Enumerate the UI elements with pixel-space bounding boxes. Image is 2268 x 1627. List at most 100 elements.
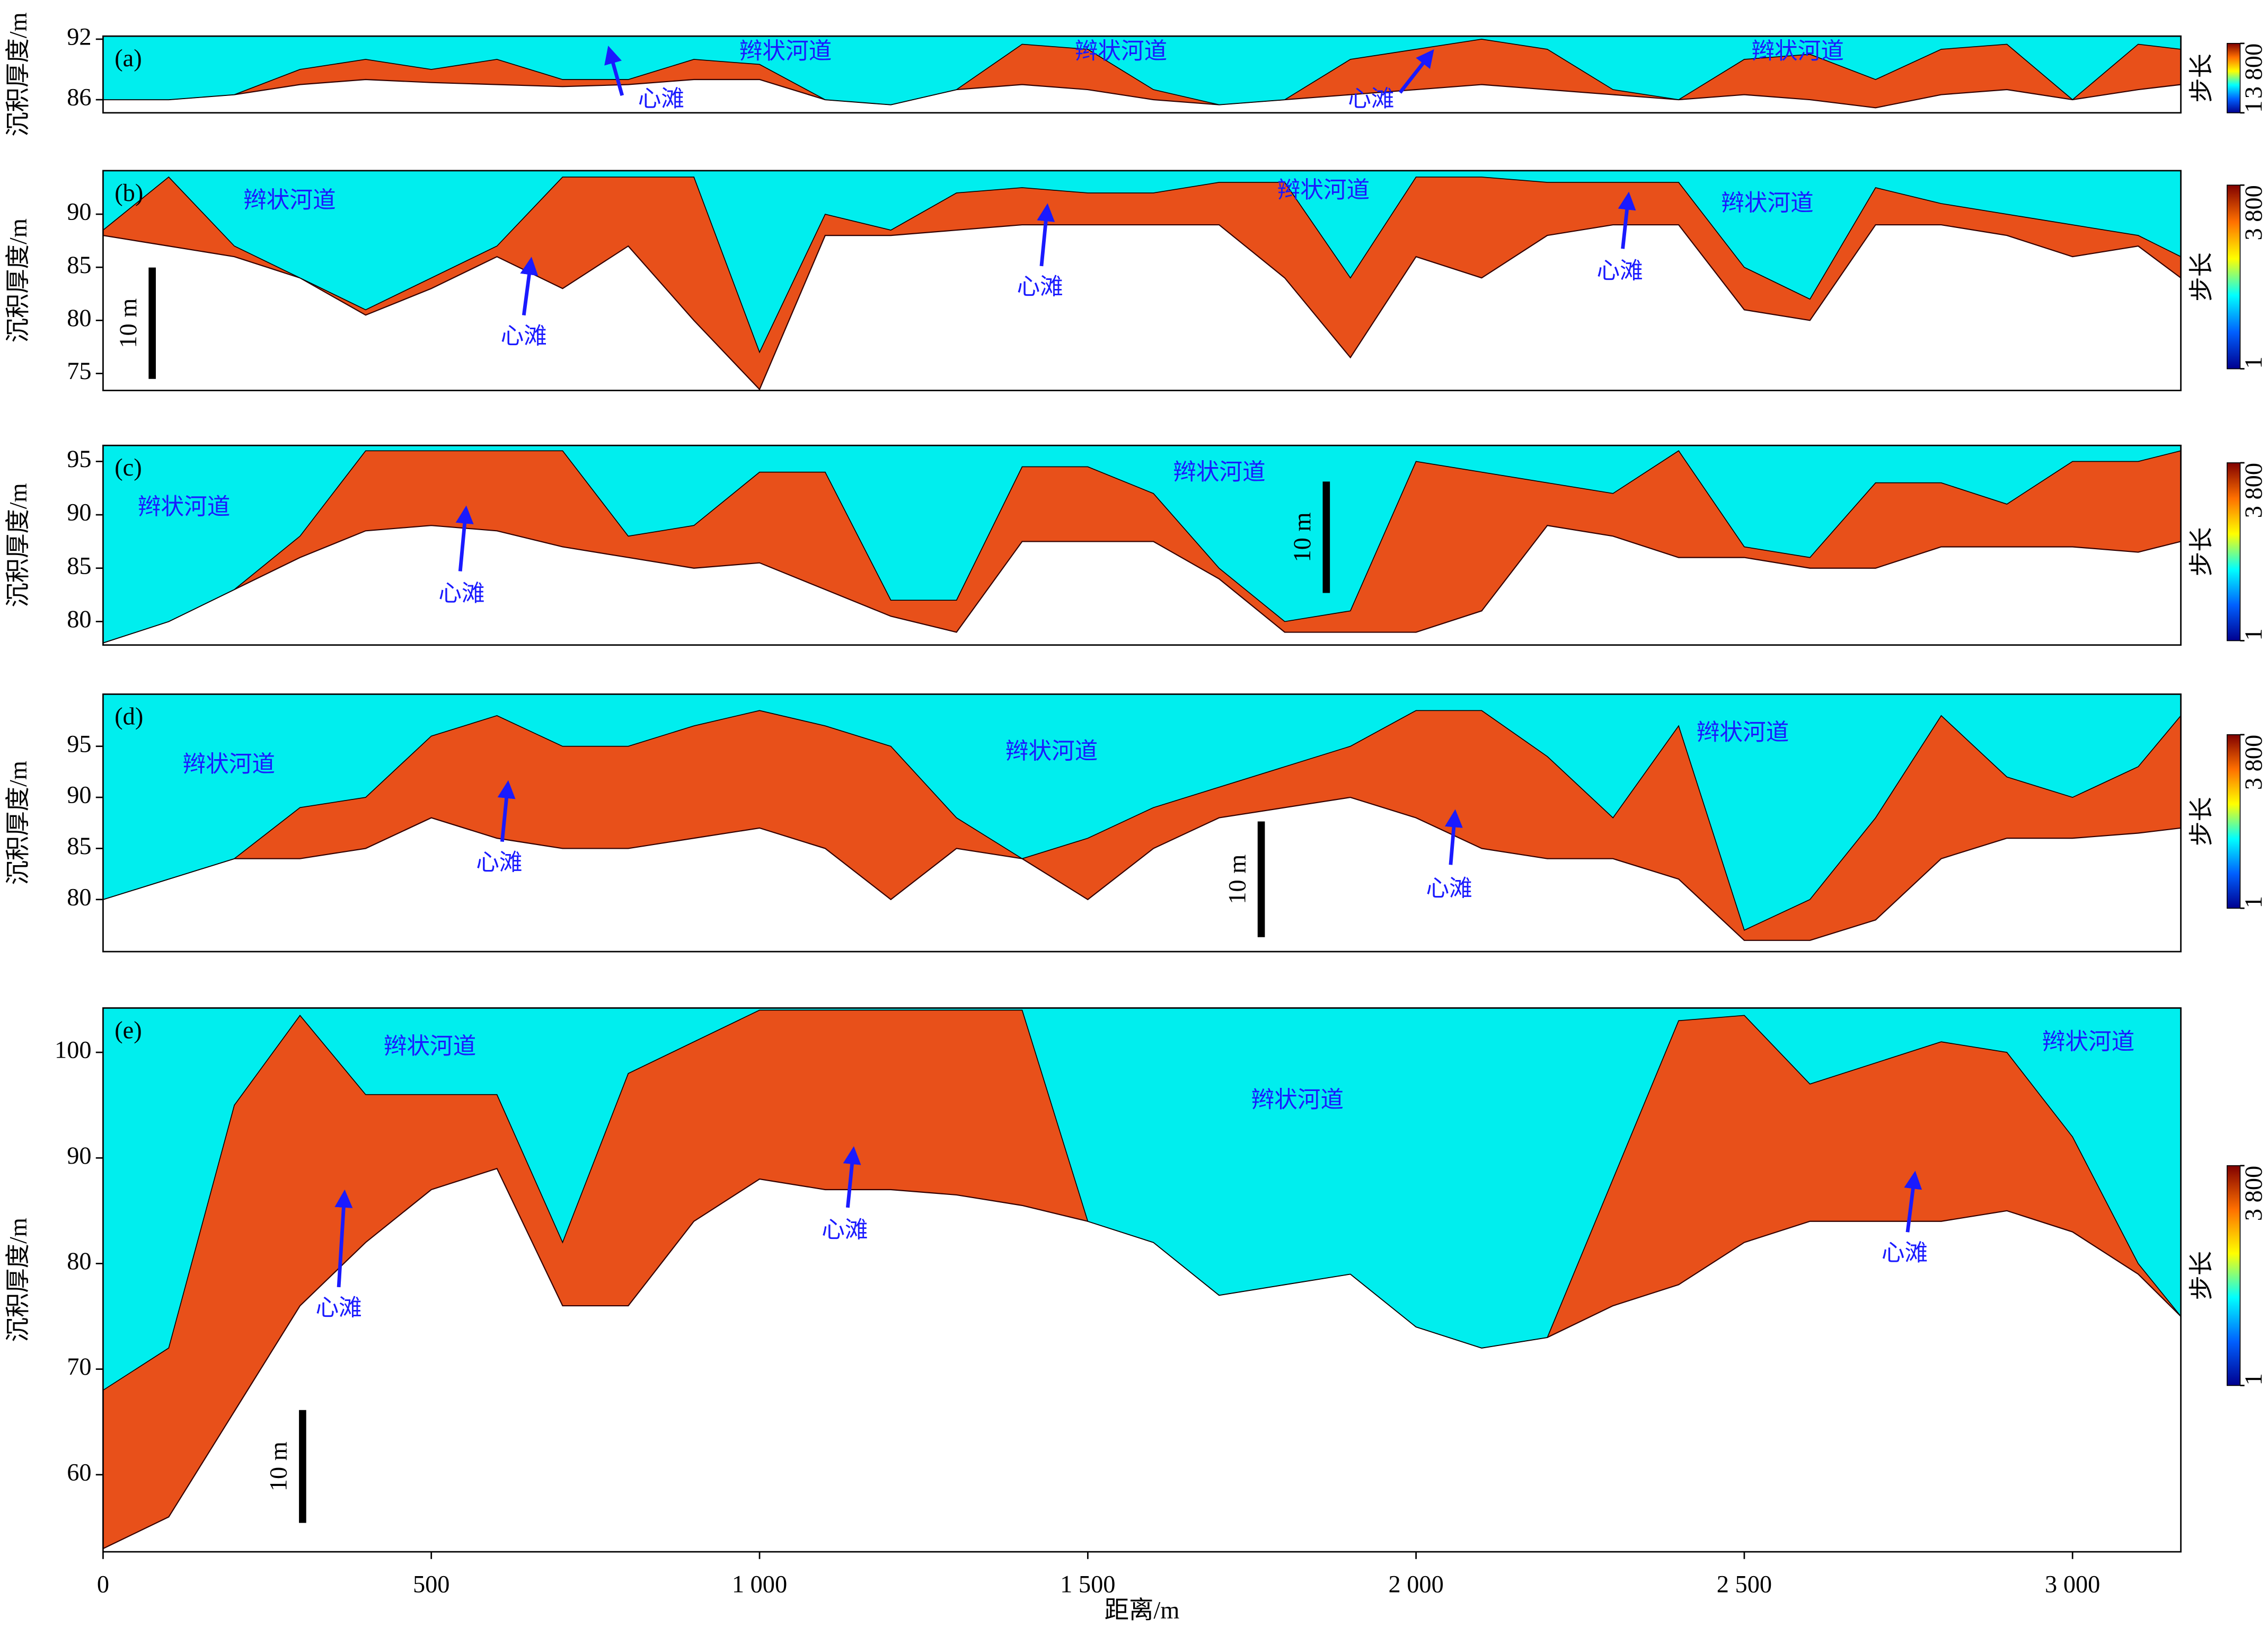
annotation: 辫状河道: [1005, 738, 1098, 764]
x-tick-label: 1 000: [732, 1571, 787, 1598]
panel-label: (b): [114, 180, 143, 207]
annotation-arrow: [1618, 191, 1636, 249]
colorbar-tick-label: 1: [2240, 896, 2267, 908]
channel-area: [103, 694, 2181, 931]
x-tick-label: 2 500: [1717, 1571, 1772, 1598]
annotation: 心滩: [1596, 259, 1643, 284]
plot-area: [103, 1008, 2181, 1552]
panel-label: (d): [114, 703, 143, 730]
channel-area: [103, 36, 2181, 105]
y-tick-label: 85: [67, 833, 91, 860]
colorbar-label: 步长: [2188, 252, 2216, 302]
channel-area: [103, 1008, 2181, 1391]
plot-frame: [102, 1007, 2182, 1553]
colorbar-tick-label: 3 800: [2240, 43, 2267, 99]
y-axis-label: 沉积厚度/m: [5, 12, 32, 136]
colorbar-label: 步长: [2188, 797, 2216, 846]
y-tick-label: 95: [67, 731, 91, 758]
plot-frame: [102, 693, 2182, 953]
annotation-arrow: [1398, 49, 1434, 94]
deposit-area: [103, 694, 2181, 941]
y-axis-label: 沉积厚度/m: [5, 483, 32, 607]
annotation: 心滩: [438, 581, 484, 606]
colorbar-tick-label: 3 800: [2240, 735, 2267, 790]
x-tick-label: 3 000: [2045, 1571, 2100, 1598]
x-axis-label: 距离/m: [1105, 1597, 1180, 1624]
annotation: 心滩: [638, 86, 684, 112]
annotation: 心滩: [822, 1217, 868, 1243]
y-tick-label: 80: [67, 884, 91, 911]
y-tick-label: 80: [67, 1248, 91, 1275]
colorbar-tick-label: 1: [2240, 628, 2267, 640]
annotation: 辫状河道: [1173, 460, 1266, 485]
scale-bar-label: 10 m: [1224, 855, 1251, 904]
y-tick-label: 90: [67, 199, 91, 226]
deposit-area: [103, 170, 2181, 391]
scale-bar-label: 10 m: [266, 1441, 293, 1491]
plot-area: [103, 36, 2181, 113]
y-tick-label: 60: [67, 1459, 91, 1486]
annotation: 心滩: [501, 323, 547, 349]
y-tick-label: 90: [67, 782, 91, 809]
panel-label: (c): [114, 454, 142, 481]
y-axis-label: 沉积厚度/m: [5, 761, 32, 885]
y-tick-label: 85: [67, 552, 91, 579]
y-tick-label: 92: [67, 24, 91, 51]
annotation: 心滩: [1017, 275, 1063, 300]
annotation: 辫状河道: [1251, 1087, 1344, 1113]
colorbar-label: 步长: [2188, 1251, 2216, 1300]
annotation-arrow: [604, 46, 624, 96]
annotation: 辫状河道: [138, 494, 231, 520]
plot-area: [103, 445, 2181, 645]
colorbar-tick-label: 3 800: [2240, 185, 2267, 240]
colorbar-label: 步长: [2188, 54, 2216, 103]
x-tick-label: 1 500: [1060, 1571, 1115, 1598]
colorbar-tick-label: 1: [2240, 356, 2267, 368]
annotation: 心滩: [1348, 86, 1394, 112]
colorbar: [2227, 462, 2241, 641]
annotation: 辫状河道: [384, 1034, 476, 1059]
y-tick-label: 70: [67, 1353, 91, 1380]
channel-area: [103, 445, 2181, 644]
annotation: 辫状河道: [2042, 1030, 2135, 1055]
plot-area: [103, 694, 2181, 952]
panel-label: (a): [114, 45, 142, 72]
colorbar-tick-label: 3 800: [2240, 463, 2267, 518]
scale-bar-label: 10 m: [1289, 512, 1316, 562]
y-tick-label: 90: [67, 499, 91, 526]
annotation: 辫状河道: [1751, 39, 1844, 64]
channel-area: [103, 170, 2181, 354]
annotation: 辫状河道: [1277, 178, 1370, 203]
annotation: 辫状河道: [1721, 190, 1814, 216]
y-tick-label: 100: [55, 1037, 92, 1064]
x-tick-label: 2 000: [1388, 1571, 1443, 1598]
colorbar: [2227, 1165, 2241, 1386]
panel-label: (e): [114, 1017, 142, 1044]
scale-bar-label: 10 m: [115, 298, 142, 348]
annotation: 辫状河道: [739, 39, 832, 64]
x-tick-label: 0: [97, 1571, 109, 1598]
annotation: 心滩: [476, 850, 522, 875]
colorbar-tick-label: 1: [2240, 101, 2267, 113]
y-tick-label: 95: [67, 446, 91, 473]
annotation-arrow: [1444, 809, 1463, 865]
colorbar-label: 步长: [2188, 527, 2216, 576]
plot-frame: [102, 35, 2182, 114]
annotation-arrow: [1037, 203, 1055, 267]
y-tick-label: 80: [67, 606, 91, 633]
y-tick-label: 75: [67, 358, 91, 385]
annotation: 辫状河道: [183, 752, 276, 777]
y-tick-label: 90: [67, 1142, 91, 1169]
annotation: 辫状河道: [243, 188, 336, 213]
annotation: 心滩: [1882, 1241, 1928, 1266]
colorbar: [2227, 184, 2241, 370]
x-tick-label: 500: [413, 1571, 450, 1598]
annotation: 辫状河道: [1697, 720, 1789, 745]
plot-area: [103, 170, 2181, 391]
annotation-arrow: [843, 1146, 861, 1208]
annotation-arrow: [520, 257, 539, 316]
